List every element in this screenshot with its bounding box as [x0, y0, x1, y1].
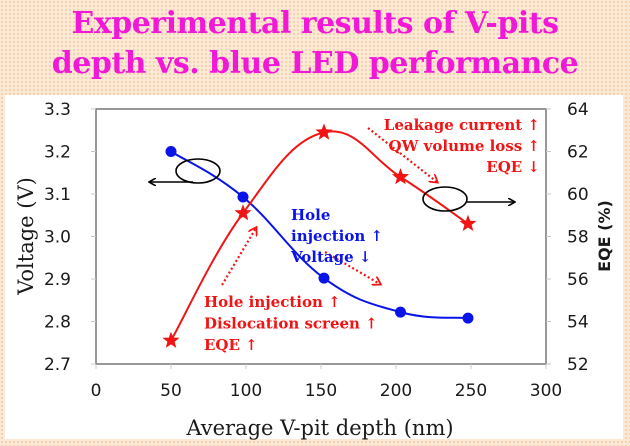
y-axis-label: Voltage (V): [14, 177, 38, 296]
voltage-callout-ellipse: [175, 158, 221, 184]
y-tick-label: 3.2: [44, 143, 71, 163]
y2-tick-label: 62: [567, 143, 589, 163]
callout-layer: [150, 127, 514, 286]
y2-tick-label: 54: [567, 313, 589, 333]
x-tick-label: 250: [455, 381, 487, 401]
voltage-point: [165, 146, 177, 157]
eqe-point: [315, 123, 333, 140]
x-tick-label: 300: [530, 381, 562, 401]
y-tick-label: 2.9: [44, 270, 71, 290]
x-tick-label: 100: [230, 381, 262, 401]
voltage-point: [237, 191, 249, 203]
voltage-trend-arrow: [324, 251, 380, 284]
chart-panel: [5, 95, 623, 439]
annotation-leakage-line: Leakage current ↑: [384, 116, 540, 134]
annotation-leakage-line: QW volume loss ↑: [389, 137, 540, 155]
annotation-hole-voltage-line: Voltage ↓: [290, 248, 371, 266]
label-layer: Leakage current ↑ QW volume loss ↑ EQE ↓ Ho…: [204, 116, 540, 354]
annotation-leakage-line: EQE ↓: [486, 158, 540, 176]
annotation-hole-voltage-line: injection ↑: [291, 227, 383, 245]
y-tick-label: 3.0: [44, 228, 71, 248]
x-tick-label: 50: [160, 381, 182, 401]
y-tick-label: 3.3: [44, 100, 71, 120]
y-tick-label: 3.1: [44, 185, 71, 205]
eqe-point: [391, 168, 410, 185]
y-tick-label: 2.7: [44, 355, 71, 375]
y2-tick-label: 60: [567, 185, 589, 205]
annotation-hole-dislocation-line: Dislocation screen ↑: [204, 315, 378, 333]
annotation-hole-dislocation-line: Hole injection ↑: [204, 293, 341, 311]
y2-axis-label: EQE (%): [595, 200, 614, 272]
x-tick-label: 200: [380, 381, 412, 401]
eqe-callout-ellipse: [422, 186, 468, 212]
y2-tick-label: 58: [567, 228, 589, 248]
slide-title: Experimental results of V-pits depth vs.…: [0, 4, 630, 84]
axes: 0 50 100 150 200 250 300 2.7 2.8 2.9 3.0 3.1 3.2 3.3 5…: [14, 100, 614, 440]
voltage-point: [318, 272, 330, 284]
y2-tick-label: 52: [567, 355, 589, 375]
voltage-point: [462, 312, 474, 324]
eqe-line: [170, 130, 469, 342]
x-tick-label: 0: [91, 381, 102, 401]
y2-tick-label: 56: [567, 270, 589, 290]
title-line-2: depth vs. blue LED performance: [51, 46, 579, 81]
y-tick-label: 2.8: [44, 313, 71, 333]
annotation-hole-voltage-line: Hole: [291, 206, 330, 224]
leakage-trend-arrow: [367, 127, 437, 182]
eqe-point: [234, 204, 252, 221]
y2-tick-label: 64: [567, 100, 589, 120]
annotation-hole-dislocation-line: EQE ↑: [204, 336, 258, 354]
eqe-point: [459, 214, 477, 231]
title-line-1: Experimental results of V-pits: [71, 6, 559, 41]
x-tick-label: 150: [305, 381, 337, 401]
voltage-point: [395, 306, 406, 318]
eqe-point: [162, 331, 180, 348]
x-axis-label: Average V-pit depth (nm): [185, 416, 453, 440]
hole-injection-trend-arrow: [221, 228, 256, 286]
